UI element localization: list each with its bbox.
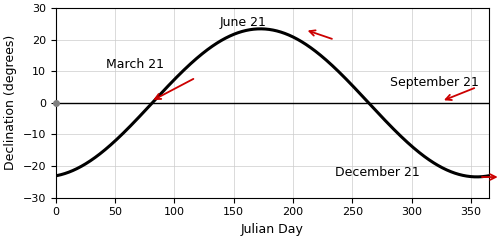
Text: December 21: December 21 [334, 166, 420, 179]
Text: September 21: September 21 [390, 76, 479, 89]
Y-axis label: Declination (degrees): Declination (degrees) [4, 35, 17, 170]
Text: March 21: March 21 [106, 59, 164, 72]
X-axis label: Julian Day: Julian Day [241, 223, 304, 236]
Text: June 21: June 21 [220, 16, 266, 29]
